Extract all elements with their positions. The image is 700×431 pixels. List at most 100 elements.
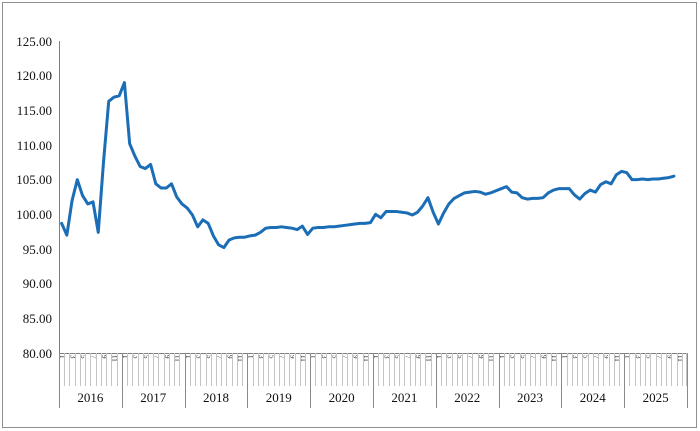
month-tick-label: 5 [142, 355, 148, 359]
month-tick-cell [168, 353, 174, 386]
month-tick-label: 7 [278, 355, 285, 359]
month-tick-cell: 3 [634, 353, 640, 386]
month-tick-label: 9 [540, 355, 546, 359]
month-tick-cell [598, 353, 603, 386]
year-separator [121, 353, 123, 408]
month-tick-cell [252, 353, 258, 386]
month-tick-label: 11 [362, 355, 368, 362]
data-line [60, 81, 676, 250]
month-tick-cell: 7 [90, 353, 96, 386]
year-separator [247, 353, 249, 408]
month-tick-cell [681, 353, 687, 386]
month-tick-label: 7 [341, 355, 347, 359]
month-tick-label: 5 [79, 355, 86, 359]
year-label: 2022 [454, 390, 481, 405]
month-tick-label: 1 [561, 355, 567, 359]
month-tick-label: 3 [257, 355, 264, 359]
month-tick-label: 9 [289, 355, 295, 359]
month-tick-cell [137, 353, 143, 386]
month-tick-cell [200, 353, 205, 386]
month-tick-label: 1 [373, 355, 379, 359]
month-tick-cell: 5 [645, 353, 650, 386]
month-tick-cell [388, 353, 394, 386]
month-tick-label: 9 [100, 355, 107, 359]
year-label: 2024 [579, 390, 606, 405]
month-tick-cell: 5 [582, 353, 588, 386]
month-tick-cell: 9 [414, 353, 420, 386]
month-tick-cell: 7 [655, 353, 661, 386]
month-tick-label: 11 [174, 355, 180, 362]
month-tick-label: 3 [634, 355, 640, 359]
month-tick-cell: 5 [519, 353, 525, 386]
month-tick-cell: 11 [174, 353, 179, 386]
month-tick-label: 7 [216, 355, 222, 359]
year-label: 2019 [265, 390, 292, 405]
month-tick-cell [472, 353, 477, 386]
month-tick-label: 1 [624, 355, 630, 359]
month-tick-label: 9 [666, 355, 672, 359]
month-tick-cell: 3 [571, 353, 577, 386]
month-tick-label: 9 [603, 355, 609, 359]
month-tick-cell [64, 353, 69, 386]
month-tick-cell [315, 353, 320, 386]
y-tick-label: 125.00 [16, 33, 52, 49]
month-tick-cell: 3 [195, 353, 200, 386]
month-tick-cell [147, 353, 153, 386]
month-tick-label: 1 [498, 355, 504, 359]
month-tick-label: 9 [477, 355, 483, 359]
month-tick-cell [451, 353, 457, 386]
month-tick-cell [116, 353, 122, 386]
month-tick-cell [357, 353, 362, 386]
month-tick-cell [378, 353, 383, 386]
month-tick-cell [221, 353, 226, 386]
month-tick-label: 5 [331, 355, 337, 359]
month-tick-cell [284, 353, 289, 386]
month-tick-cell [106, 353, 111, 386]
month-tick-label: 11 [299, 355, 305, 362]
month-tick-cell [556, 353, 561, 386]
month-tick-cell: 9 [352, 353, 357, 386]
month-tick-label: 9 [352, 355, 358, 359]
month-tick-cell: 5 [331, 353, 336, 386]
year-label: 2018 [202, 390, 229, 405]
month-tick-label: 9 [163, 355, 169, 359]
month-tick-label: 3 [509, 355, 515, 359]
month-tick-cell [461, 353, 467, 386]
month-tick-cell: 11 [676, 353, 682, 386]
month-tick-cell: 5 [393, 353, 399, 386]
month-tick-label: 7 [404, 355, 410, 359]
month-tick-cell: 9 [603, 353, 608, 386]
month-tick-cell: 7 [404, 353, 410, 386]
year-separator [184, 353, 186, 408]
month-tick-cell [85, 353, 90, 386]
month-tick-cell: 5 [79, 353, 86, 386]
month-tick-label: 3 [132, 355, 138, 359]
year-separator [624, 353, 626, 408]
y-tick-label: 105.00 [16, 172, 52, 188]
month-tick-cell: 9 [289, 353, 294, 386]
month-tick-label: 1 [184, 355, 190, 359]
month-tick-label: 5 [268, 355, 274, 359]
month-tick-cell: 3 [132, 353, 137, 386]
month-tick-cell: 5 [205, 353, 211, 386]
month-tick-label: 11 [613, 355, 619, 362]
y-axis: 125.00 120.00 115.00 110.00 105.00 100.00 95.0… [0, 0, 52, 431]
y-tick-label: 100.00 [16, 206, 52, 222]
month-tick-label: 3 [446, 355, 452, 359]
month-tick-cell: 3 [69, 353, 75, 386]
month-tick-label: 1 [435, 355, 442, 359]
y-axis-line [59, 41, 60, 353]
month-tick-label: 7 [530, 355, 536, 359]
month-tick-label: 3 [383, 355, 389, 359]
month-tick-cell [179, 353, 184, 386]
month-tick-label: 3 [320, 355, 326, 359]
month-tick-label: 5 [456, 355, 462, 359]
month-tick-label: 1 [59, 355, 65, 359]
month-tick-label: 5 [519, 355, 525, 359]
month-tick-label: 5 [582, 355, 588, 359]
month-tick-label: 7 [467, 355, 473, 359]
month-tick-cell [629, 353, 634, 386]
month-tick-cell [650, 353, 655, 386]
data-line-svg [60, 81, 676, 250]
